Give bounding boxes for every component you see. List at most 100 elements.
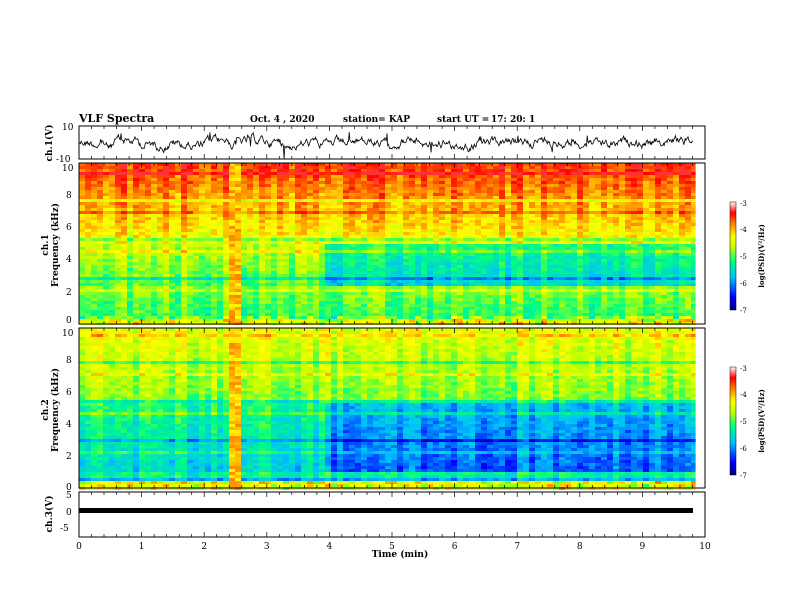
spec1-cell	[559, 268, 565, 271]
spec1-cell	[367, 163, 373, 166]
spec1-cell	[361, 181, 367, 184]
spec1-cell	[259, 301, 265, 304]
spec1-cell	[421, 298, 427, 301]
spec1-cell	[241, 211, 247, 214]
spec1-cell	[547, 241, 553, 244]
spec1-cell	[145, 313, 151, 316]
spec1-cell	[133, 295, 139, 298]
spec1-cell	[247, 172, 253, 175]
spec1-cell	[601, 265, 607, 268]
spec1-cell	[97, 220, 103, 223]
spec1-cell	[565, 271, 571, 274]
spec1-cell	[181, 208, 187, 211]
spec1-cell	[457, 214, 463, 217]
spec1-cell	[601, 187, 607, 190]
spec1-cell	[247, 277, 253, 280]
spec1-cell	[307, 304, 313, 307]
spec1-cell	[307, 232, 313, 235]
spec1-cell	[235, 217, 241, 220]
spec1-cell	[355, 172, 361, 175]
spec1-cell	[169, 229, 175, 232]
spec1-cell	[241, 205, 247, 208]
spec1-cell	[457, 163, 463, 166]
spec1-cell	[577, 232, 583, 235]
spec1-cell	[493, 184, 499, 187]
spec1-cell	[331, 175, 337, 178]
spec1-cell	[457, 316, 463, 319]
spec1-cell	[181, 235, 187, 238]
spec1-cell	[79, 175, 85, 178]
spec1-cell	[409, 235, 415, 238]
spec1-cell	[619, 166, 625, 169]
spec1-cell	[133, 217, 139, 220]
spec1-cell	[343, 184, 349, 187]
spec1-cell	[301, 310, 307, 313]
spec1-cell	[535, 205, 541, 208]
spec1-cell	[325, 301, 331, 304]
spec1-cell	[139, 247, 145, 250]
spec1-cell	[253, 196, 259, 199]
spec1-cell	[505, 277, 511, 280]
spec1-cell	[301, 292, 307, 295]
spec1-cell	[235, 193, 241, 196]
spec1-cell	[325, 247, 331, 250]
spec1-cell	[445, 187, 451, 190]
spec1-cell	[163, 205, 169, 208]
spec1-cell	[193, 229, 199, 232]
spec1-cell	[409, 223, 415, 226]
spec1-cell	[79, 313, 85, 316]
spec1-cell	[187, 166, 193, 169]
spec1-cell	[307, 262, 313, 265]
spec1-cell	[79, 283, 85, 286]
spec1-cell	[217, 214, 223, 217]
spec1-cell	[535, 286, 541, 289]
spec1-cell	[277, 247, 283, 250]
spec1-cell	[577, 223, 583, 226]
spec1-cell	[349, 253, 355, 256]
spec1-cell	[289, 253, 295, 256]
spec1-cell	[607, 163, 613, 166]
spec1-cell	[217, 271, 223, 274]
spec1-cell	[241, 307, 247, 310]
spec1-cell	[157, 304, 163, 307]
spec1-cell	[589, 262, 595, 265]
spec1-cell	[289, 277, 295, 280]
spec1-cell	[199, 256, 205, 259]
spec1-cell	[361, 253, 367, 256]
spec1-cell	[271, 247, 277, 250]
spec1-cell	[373, 241, 379, 244]
spec1-cell	[169, 202, 175, 205]
spec1-cell	[613, 295, 619, 298]
spec1-cell	[421, 250, 427, 253]
spec1-cell	[223, 199, 229, 202]
spec1-cell	[295, 172, 301, 175]
spec1-cell	[277, 163, 283, 166]
spec1-cell	[211, 250, 217, 253]
spec1-cell	[559, 190, 565, 193]
spec1-cell	[265, 229, 271, 232]
spec1-cell	[379, 193, 385, 196]
spec1-cell	[583, 196, 589, 199]
spec1-cell	[169, 292, 175, 295]
spec1-cell	[205, 202, 211, 205]
spec1-cell	[289, 166, 295, 169]
spec1-cell	[235, 313, 241, 316]
spec1-cell	[613, 181, 619, 184]
spec1-cell	[397, 271, 403, 274]
spec1-cell	[337, 223, 343, 226]
spec1-cell	[265, 310, 271, 313]
spec1-cell	[157, 211, 163, 214]
spec1-cell	[379, 274, 385, 277]
spec1-cell	[469, 229, 475, 232]
spec1-cell	[493, 268, 499, 271]
spec1-cell	[487, 238, 493, 241]
spec1-cell	[541, 223, 547, 226]
spec1-cell	[343, 289, 349, 292]
spec1-cell	[223, 175, 229, 178]
spec1-cell	[355, 199, 361, 202]
spec1-cell	[505, 229, 511, 232]
spec1-cell	[361, 262, 367, 265]
spec1-cell	[397, 226, 403, 229]
spec1-cell	[103, 202, 109, 205]
spec1-cell	[229, 244, 235, 247]
